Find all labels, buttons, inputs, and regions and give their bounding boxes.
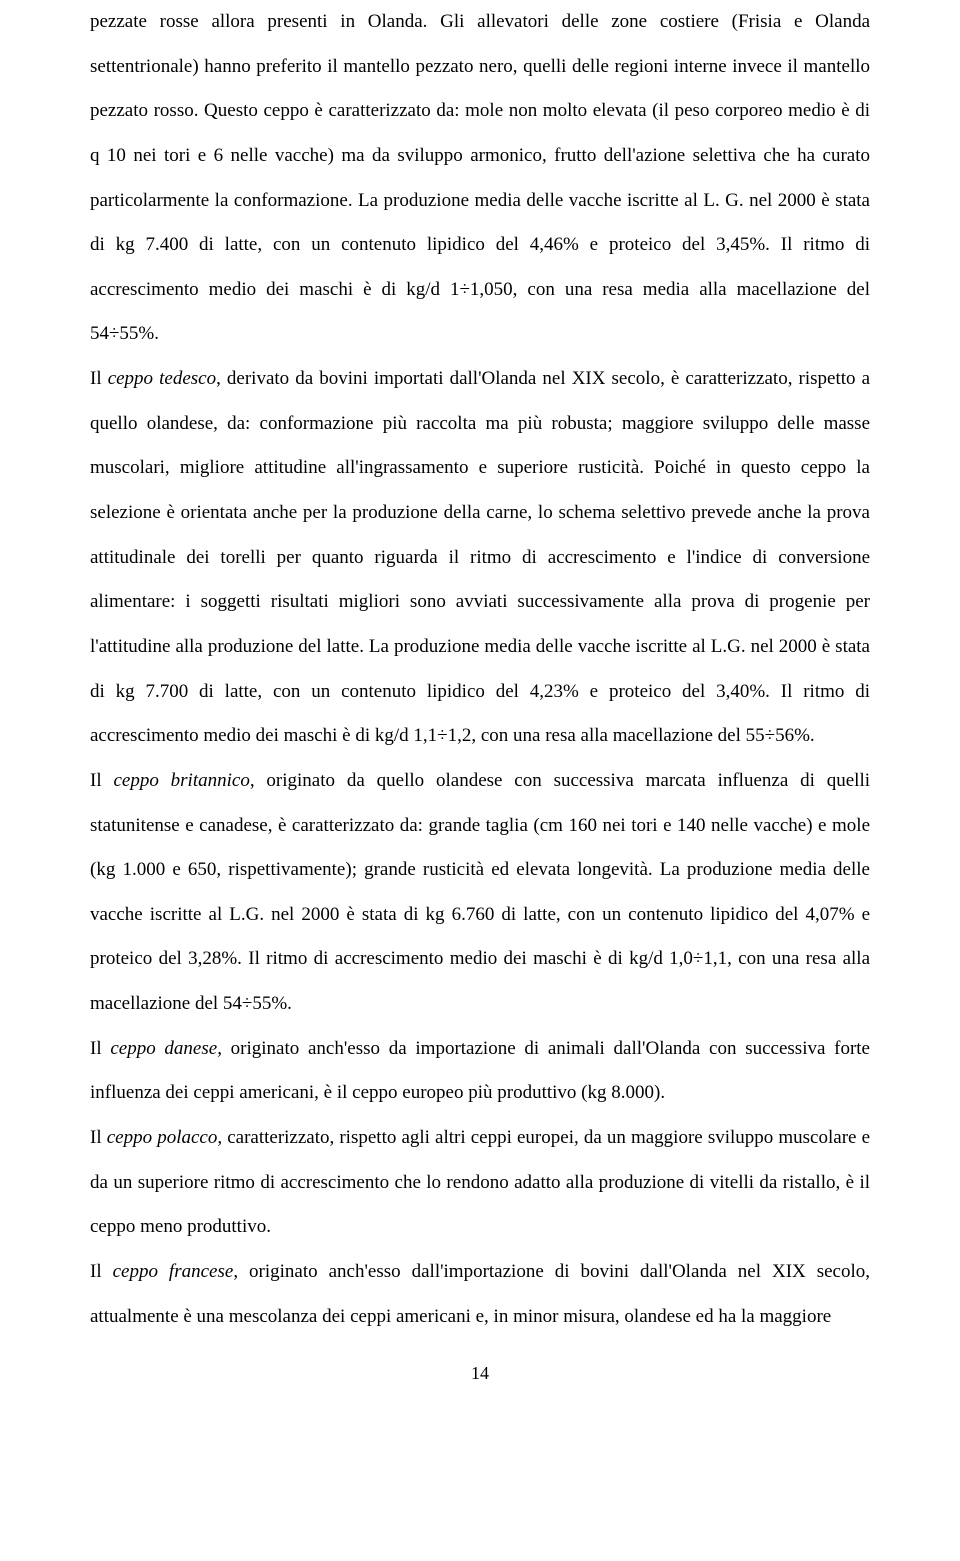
paragraph-text: pezzate rosse allora presenti in Olanda.…	[90, 11, 870, 344]
paragraph-prefix: Il	[90, 1127, 107, 1148]
document-page: pezzate rosse allora presenti in Olanda.…	[0, 0, 960, 1424]
paragraph-tedesco: Il ceppo tedesco, derivato da bovini imp…	[90, 357, 870, 759]
paragraph-prefix: Il	[90, 368, 108, 389]
paragraph-intro: pezzate rosse allora presenti in Olanda.…	[90, 0, 870, 357]
ceppo-name: ceppo danese,	[110, 1038, 222, 1059]
ceppo-name: ceppo polacco,	[107, 1127, 222, 1148]
ceppo-name: ceppo tedesco	[108, 368, 216, 389]
ceppo-name: ceppo britannico	[113, 770, 249, 791]
paragraph-prefix: Il	[90, 1261, 113, 1282]
paragraph-rest: , derivato da bovini importati dall'Olan…	[90, 368, 870, 746]
paragraph-britannico: Il ceppo britannico, originato da quello…	[90, 759, 870, 1027]
page-number: 14	[90, 1363, 870, 1384]
paragraph-prefix: Il	[90, 770, 113, 791]
paragraph-prefix: Il	[90, 1038, 110, 1059]
paragraph-francese: Il ceppo francese, originato anch'esso d…	[90, 1250, 870, 1339]
paragraph-polacco: Il ceppo polacco, caratterizzato, rispet…	[90, 1116, 870, 1250]
ceppo-name: ceppo francese	[113, 1261, 234, 1282]
paragraph-danese: Il ceppo danese, originato anch'esso da …	[90, 1027, 870, 1116]
paragraph-rest: , originato da quello olandese con succe…	[90, 770, 870, 1014]
